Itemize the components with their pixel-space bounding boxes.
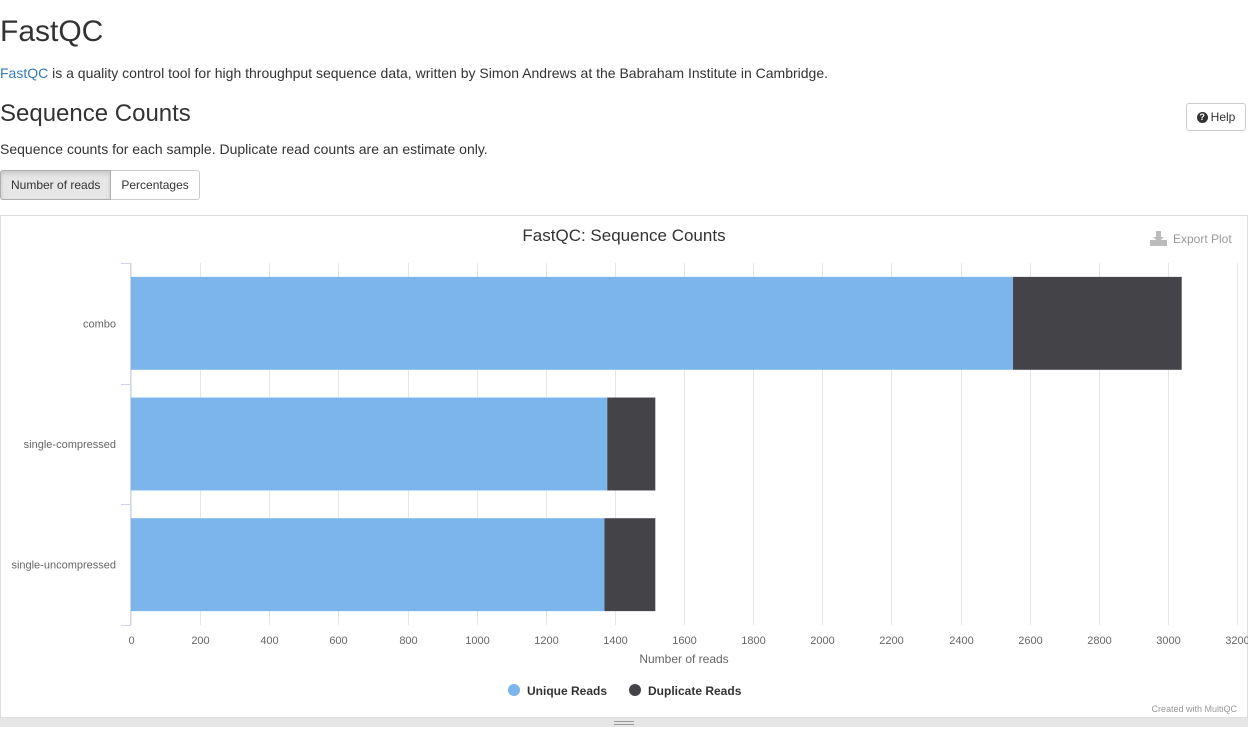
question-circle-icon: ? (1196, 111, 1208, 123)
help-button[interactable]: ? Help (1186, 103, 1246, 131)
export-plot-label: Export Plot (1173, 231, 1232, 246)
plot-resize-handle[interactable] (0, 717, 1248, 727)
toggle-percentages[interactable]: Percentages (111, 170, 200, 200)
grip-icon (614, 721, 634, 725)
section-description: Sequence counts for each sample. Duplica… (0, 141, 488, 157)
toggle-number-of-reads[interactable]: Number of reads (0, 170, 112, 200)
export-plot-button[interactable]: Export Plot (1150, 231, 1232, 246)
intro-text: FastQC is a quality control tool for hig… (0, 64, 828, 82)
help-button-label: Help (1210, 110, 1236, 124)
intro-description: is a quality control tool for high throu… (48, 65, 829, 81)
plot-container (0, 215, 1248, 718)
page-title: FastQC (0, 15, 104, 48)
section-title: Sequence Counts (0, 100, 191, 127)
view-toggle: Number of reads Percentages (0, 170, 200, 200)
fastqc-link[interactable]: FastQC (0, 65, 49, 81)
download-icon (1150, 231, 1167, 246)
